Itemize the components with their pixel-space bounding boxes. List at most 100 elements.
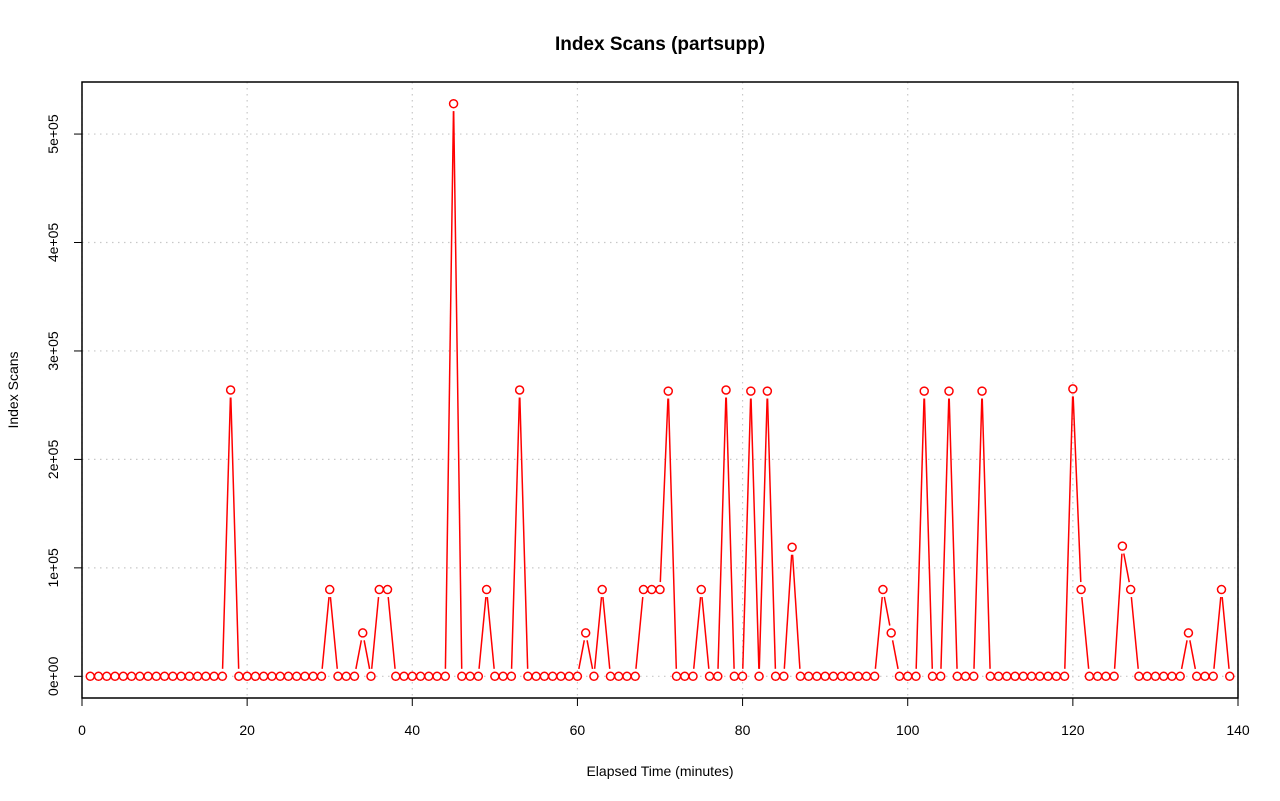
series-segment [766, 398, 777, 669]
series-segment [940, 398, 950, 669]
data-point [1175, 671, 1185, 682]
data-point [1142, 671, 1152, 682]
data-point [242, 671, 252, 682]
data-point [184, 671, 195, 682]
data-point [977, 386, 987, 396]
data-point [1101, 671, 1111, 682]
data-point [779, 671, 789, 682]
x-axis-label: Elapsed Time (minutes) [586, 763, 733, 779]
data-point [613, 671, 624, 682]
data-point [688, 671, 698, 682]
data-point [704, 671, 715, 682]
data-point [308, 671, 318, 682]
data-point [993, 671, 1004, 682]
series-segment [725, 397, 735, 669]
data-point [341, 671, 351, 682]
y-tick-label: 2e+05 [45, 440, 61, 480]
data-point [506, 671, 517, 682]
series-segment [891, 640, 899, 670]
series-segment [593, 596, 603, 669]
data-point [638, 584, 649, 595]
data-point [498, 671, 508, 682]
series-segment [1072, 396, 1082, 583]
data-point [135, 671, 145, 682]
data-point [911, 671, 921, 682]
series-segment [329, 596, 339, 669]
series-segment [1221, 596, 1230, 669]
data-point [622, 671, 632, 682]
plot-frame [81, 81, 1239, 699]
data-point [803, 671, 814, 682]
series-segment [221, 397, 232, 669]
series-segment [510, 397, 521, 669]
x-tick-label: 100 [896, 722, 920, 738]
data-point [201, 671, 211, 682]
data-point [1018, 671, 1029, 682]
data-point [646, 584, 657, 595]
x-tick-label: 140 [1226, 722, 1250, 738]
data-point [1035, 671, 1045, 682]
data-point [960, 671, 971, 682]
data-point [671, 671, 682, 682]
data-point [589, 671, 599, 682]
data-point [168, 671, 178, 682]
series-segment [1213, 596, 1222, 669]
series-segment [717, 397, 727, 669]
data-point [473, 671, 484, 682]
data-point [143, 671, 153, 682]
data-point [1084, 671, 1095, 682]
data-point [1109, 671, 1119, 682]
data-point [291, 671, 302, 682]
data-point [432, 671, 442, 682]
data-point [126, 671, 137, 682]
data-point [1200, 671, 1210, 682]
y-tick-label: 5e+05 [45, 114, 61, 154]
series-segment [363, 640, 371, 670]
data-point [457, 671, 467, 682]
series-segment [973, 398, 983, 669]
x-tick-label: 60 [570, 722, 586, 738]
data-point [927, 671, 938, 682]
series-segment [791, 554, 801, 669]
x-tick-label: 0 [78, 722, 86, 738]
data-point [481, 584, 492, 595]
series-segment [1180, 640, 1188, 670]
data-point [93, 671, 104, 682]
data-point [1224, 671, 1235, 682]
series-segment [1113, 553, 1123, 669]
data-point [1216, 584, 1227, 595]
data-point [514, 385, 525, 395]
data-point [828, 671, 839, 682]
data-point [275, 671, 285, 682]
data-point [440, 671, 451, 682]
data-point [225, 385, 236, 395]
data-point [250, 671, 261, 682]
y-tick-label: 1e+05 [45, 548, 61, 588]
data-point [118, 671, 129, 682]
data-point [952, 671, 963, 682]
data-point [1051, 671, 1062, 682]
series-line [221, 111, 1230, 670]
series-segment [874, 596, 883, 669]
data-point [539, 671, 550, 682]
grid-lines [81, 82, 1239, 698]
data-point [845, 671, 855, 682]
series-segment [948, 398, 958, 669]
data-point [1208, 671, 1218, 682]
data-point [902, 671, 913, 682]
series-segment [321, 596, 330, 669]
series-segment [701, 596, 710, 669]
y-axis: 0e+00 1e+05 2e+05 3e+05 4e+05 5e+05 [45, 114, 82, 696]
data-point [465, 671, 475, 682]
series-segment [1123, 553, 1130, 583]
data-point [680, 671, 690, 682]
data-point [886, 628, 896, 638]
y-tick-label: 0e+00 [45, 656, 61, 696]
data-point [564, 671, 574, 682]
data-point [151, 671, 162, 682]
data-point [1059, 671, 1070, 682]
data-point [192, 671, 203, 682]
series-segment [742, 398, 752, 669]
data-point [853, 671, 863, 682]
data-point [374, 584, 385, 595]
